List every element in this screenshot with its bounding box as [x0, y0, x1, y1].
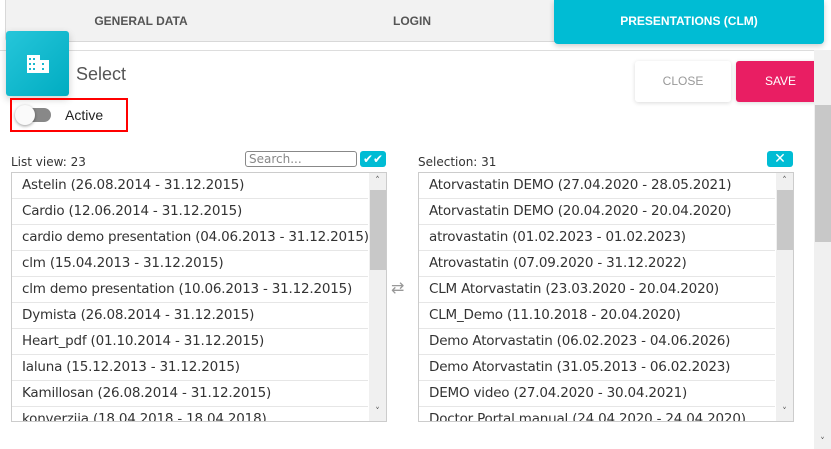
list-item[interactable]: cardio demo presentation (04.06.2013 - 3…	[12, 225, 369, 251]
building-icon	[6, 31, 69, 96]
list-view-count: List view: 23	[11, 155, 86, 169]
list-scrollbar[interactable]: ˄ ˅	[369, 173, 386, 421]
select-dialog	[0, 50, 814, 449]
save-button[interactable]: SAVE	[736, 61, 825, 102]
active-toggle[interactable]	[15, 105, 51, 125]
close-icon: ✕	[774, 151, 786, 167]
toggle-knob	[15, 105, 35, 125]
search-input[interactable]	[245, 151, 357, 167]
swap-arrows-icon[interactable]: ⇄	[391, 278, 405, 297]
list-item[interactable]: Cardio (12.06.2014 - 31.12.2015)	[12, 199, 368, 225]
double-check-icon: ✔✔	[362, 152, 384, 166]
list-item[interactable]: konverzija (18.04.2018 - 18.04.2018)	[12, 407, 368, 421]
list-item[interactable]: Demo Atorvastatin (31.05.2013 - 06.02.20…	[419, 355, 775, 381]
close-button[interactable]: CLOSE	[635, 61, 731, 102]
list-item[interactable]: DEMO video (27.04.2020 - 30.04.2021)	[419, 381, 775, 407]
tab-general-data[interactable]: GENERAL DATA	[94, 14, 188, 28]
list-item[interactable]: Atorvastatin DEMO (20.04.2020 - 20.04.20…	[419, 199, 775, 225]
list-view: Astelin (26.08.2014 - 31.12.2015) Cardio …	[11, 172, 387, 422]
list-item[interactable]: Kamillosan (26.08.2014 - 31.12.2015)	[12, 381, 368, 407]
tab-login[interactable]: LOGIN	[393, 14, 431, 28]
tab-presentations[interactable]: PRESENTATIONS (CLM)	[554, 0, 824, 44]
selection-list: Atorvastatin DEMO (27.04.2020 - 28.05.20…	[418, 172, 794, 422]
page-title: Select	[76, 64, 127, 84]
clear-selection-button[interactable]: ✕	[767, 151, 793, 167]
list-item[interactable]: Heart_pdf (01.10.2014 - 31.12.2015)	[12, 329, 368, 355]
list-item[interactable]: Atorvastatin DEMO (27.04.2020 - 28.05.20…	[419, 173, 775, 199]
select-all-button[interactable]: ✔✔	[360, 151, 386, 167]
active-toggle-highlight: Active	[10, 98, 128, 132]
list-item[interactable]: Atrovastatin (07.09.2020 - 31.12.2022)	[419, 251, 775, 277]
selection-scrollbar[interactable]: ˄ ˅	[776, 173, 793, 421]
selection-count: Selection: 31	[418, 155, 497, 169]
active-label: Active	[65, 107, 104, 123]
list-item[interactable]: Astelin (26.08.2014 - 31.12.2015)	[12, 173, 368, 199]
list-item[interactable]: Ialuna (15.12.2013 - 31.12.2015)	[12, 355, 368, 381]
list-item[interactable]: clm (15.04.2013 - 31.12.2015)	[12, 251, 368, 277]
list-item[interactable]: CLM Atorvastatin (23.03.2020 - 20.04.202…	[419, 277, 775, 303]
list-item[interactable]: atrovastatin (01.02.2023 - 01.02.2023)	[419, 225, 775, 251]
list-item[interactable]: Doctor Portal manual (24.04.2020 - 24.04…	[419, 407, 775, 421]
page-scrollbar[interactable]: ˅	[814, 50, 831, 449]
list-item[interactable]: Dymista (26.08.2014 - 31.12.2015)	[12, 303, 368, 329]
list-item[interactable]: Demo Atorvastatin (06.02.2023 - 04.06.20…	[419, 329, 775, 355]
list-item[interactable]: clm demo presentation (10.06.2013 - 31.1…	[12, 277, 368, 303]
list-item[interactable]: CLM_Demo (11.10.2018 - 20.04.2020)	[419, 303, 775, 329]
